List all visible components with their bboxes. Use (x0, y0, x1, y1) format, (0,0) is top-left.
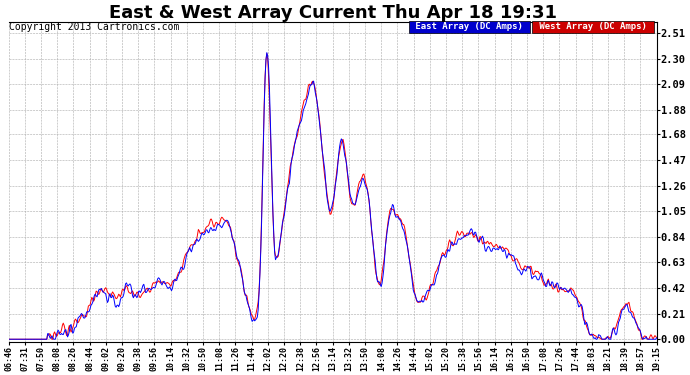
Text: East Array (DC Amps): East Array (DC Amps) (411, 22, 529, 32)
Title: East & West Array Current Thu Apr 18 19:31: East & West Array Current Thu Apr 18 19:… (108, 4, 557, 22)
Text: Copyright 2013 Cartronics.com: Copyright 2013 Cartronics.com (9, 22, 179, 32)
Text: West Array (DC Amps): West Array (DC Amps) (533, 22, 652, 32)
